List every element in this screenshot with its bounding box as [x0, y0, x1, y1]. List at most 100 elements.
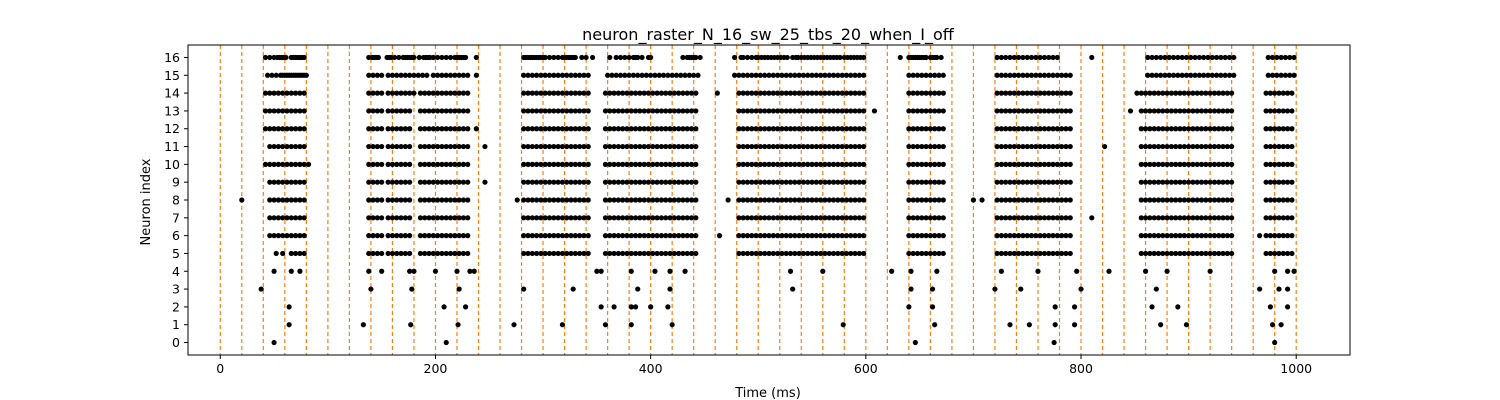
spike-dot [1177, 233, 1183, 239]
spike-dot [435, 143, 441, 150]
spike-dot [415, 72, 421, 78]
spike-dot [546, 197, 553, 203]
spike-dot [936, 250, 942, 257]
spike-dot [1203, 197, 1209, 203]
spike-dot [1024, 143, 1030, 150]
spike-dot [1186, 250, 1192, 257]
spike-dot [932, 197, 938, 203]
spike-dot [1041, 90, 1048, 96]
spike-dot [1276, 108, 1282, 114]
spike-dot [770, 161, 776, 167]
spike-dot [301, 143, 307, 150]
spike-dot [826, 72, 832, 78]
spike-dot [379, 161, 385, 167]
spike-dot [1211, 215, 1218, 221]
spike-dot [439, 161, 445, 167]
spike-dot [585, 126, 591, 132]
spike-dot [1160, 233, 1166, 239]
spike-dot [1041, 250, 1048, 257]
spike-dot [1160, 143, 1166, 150]
spike-dot [637, 90, 643, 96]
spike-dot [809, 126, 815, 132]
spike-dot [611, 161, 617, 167]
spike-dot [1166, 72, 1172, 78]
spike-dot [805, 72, 811, 78]
spike-dot [628, 268, 634, 274]
spike-dot [602, 250, 609, 257]
spike-dot [538, 197, 544, 203]
spike-dot [546, 215, 553, 221]
spike-dot [800, 108, 807, 114]
spike-dot [1020, 250, 1026, 257]
spike-dot [1272, 126, 1278, 132]
spike-dot [568, 161, 574, 167]
spike-dot [1018, 286, 1024, 292]
spike-dot [379, 250, 385, 257]
spike-dot [555, 215, 561, 221]
spike-dot [676, 126, 682, 132]
spike-dot [641, 197, 647, 203]
spike-dot [417, 126, 423, 132]
spike-dot [792, 215, 798, 221]
spike-dot [809, 215, 815, 221]
spike-dot [906, 215, 912, 221]
spike-dot [932, 250, 938, 257]
spike-dot [411, 268, 417, 274]
spike-dot [736, 126, 742, 132]
spike-dot [1211, 126, 1218, 132]
spike-dot [852, 215, 858, 221]
spike-dot [923, 126, 929, 132]
spike-dot [542, 143, 548, 150]
spike-dot [271, 233, 277, 239]
spike-dot [389, 126, 396, 132]
spike-dot [407, 233, 413, 239]
spike-dot [671, 161, 677, 167]
spike-dot [452, 250, 458, 257]
spike-dot [766, 72, 772, 78]
spike-dot [1194, 233, 1200, 239]
spike-dot [1278, 322, 1284, 328]
spike-dot [546, 72, 553, 78]
spike-dot [1142, 197, 1149, 203]
spike-dot [422, 179, 428, 185]
spike-dot [1280, 126, 1286, 132]
spike-dot [1063, 179, 1069, 185]
spike-dot [783, 108, 789, 114]
spike-dot [749, 54, 755, 61]
spike-dot [843, 143, 850, 150]
spike-dot [753, 233, 759, 239]
spike-dot [658, 161, 665, 167]
spike-dot [762, 179, 768, 185]
spike-dot [1046, 161, 1052, 167]
spike-dot [1149, 54, 1155, 61]
spike-dot [770, 215, 776, 221]
spike-dot [919, 108, 925, 114]
spike-dot [366, 197, 372, 203]
spike-dot [1220, 126, 1226, 132]
spike-dot [1284, 268, 1291, 274]
spike-dot [456, 126, 462, 132]
spike-dot [994, 90, 1000, 96]
spike-dot [779, 72, 785, 78]
spike-dot [749, 215, 755, 221]
spike-dot [402, 215, 408, 221]
spike-dot [1168, 215, 1174, 221]
spike-dot [861, 233, 867, 239]
spike-dot [389, 250, 396, 257]
spike-dot [1016, 108, 1022, 114]
spike-dot [992, 286, 998, 292]
spike-dot [1198, 215, 1205, 221]
spike-dot [602, 197, 609, 203]
spike-dot [936, 215, 942, 221]
spike-dot [1220, 108, 1226, 114]
spike-dot [271, 339, 277, 346]
spike-dot [301, 54, 307, 61]
spike-dot [660, 72, 667, 78]
spike-dot [663, 197, 669, 203]
spike-dot [998, 143, 1005, 150]
spike-dot [301, 161, 307, 167]
spike-dot [835, 72, 841, 78]
spike-dot [564, 197, 570, 203]
spike-dot [1272, 268, 1278, 274]
